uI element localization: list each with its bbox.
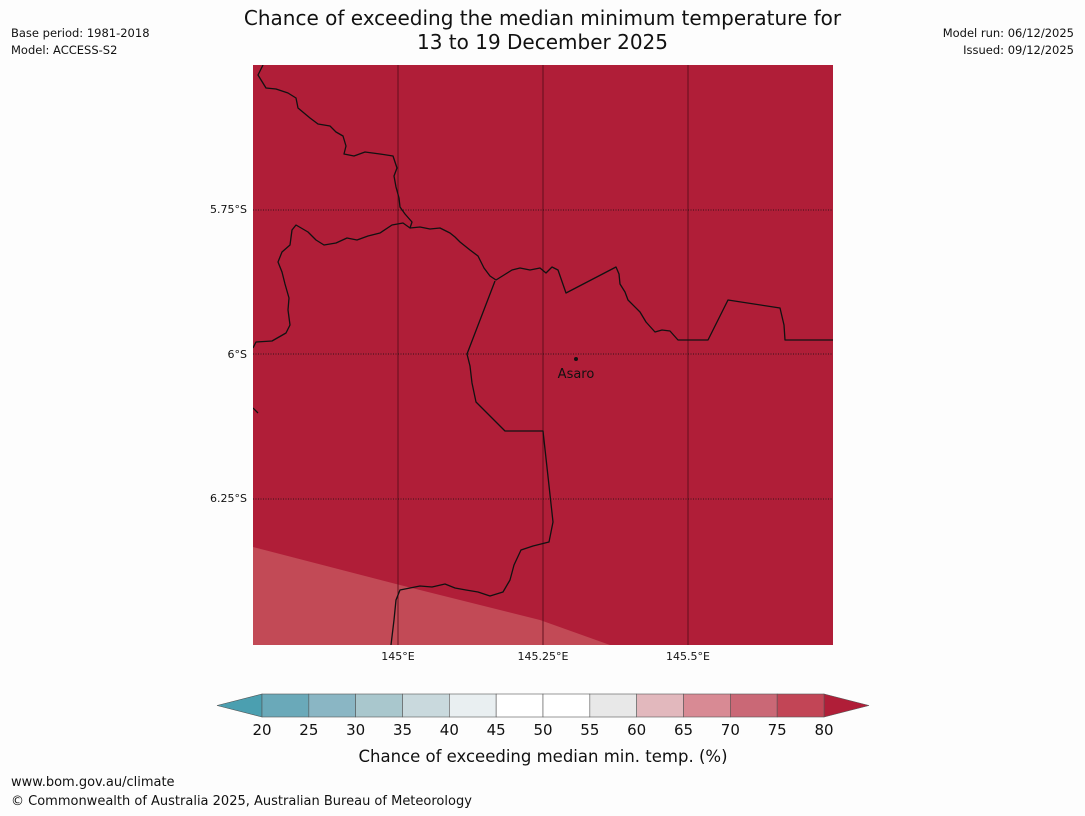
colorbar-bin-70-75 [730,693,778,718]
colorbar-tick-35: 35 [393,721,412,739]
colorbar-tick-45: 45 [487,721,506,739]
colorbar-bin-75-80 [776,693,825,718]
issued-date: Issued: 09/12/2025 [963,43,1074,57]
lat-label-5-75: 5.75°S [210,203,247,216]
colorbar-tick-40: 40 [440,721,459,739]
run-info: Model run: 06/12/2025 Issued: 09/12/2025 [943,25,1074,59]
asaro-label: Asaro [558,367,595,382]
colorbar-legend: 20 25 30 35 40 45 50 55 60 65 70 75 80 Chance of exc… [216,693,870,766]
colorbar-over-arrow [823,693,870,718]
footer-copyright: © Commonwealth of Australia 2025, Austra… [11,794,472,809]
colorbar-title: Chance of exceeding median min. temp. (%… [358,747,727,766]
border-east [409,226,833,341]
colorbar-bin-35-40 [402,693,450,718]
colorbar-tick-25: 25 [299,721,318,739]
title-line-2: 13 to 19 December 2025 [416,30,668,54]
border-west-stub [253,407,259,414]
lon-label-145-5: 145.5°E [666,650,710,663]
border-north [253,65,413,349]
colorbar-under-arrow [216,693,263,718]
colorbar-bin-25-30 [308,693,356,718]
chart-title: Chance of exceeding the median minimum t… [200,6,885,54]
colorbar-tick-55: 55 [580,721,599,739]
lat-label-6-25: 6.25°S [210,492,247,505]
colorbar-tick-30: 30 [346,721,365,739]
colorbar-tick-70: 70 [721,721,740,739]
colorbar-bin-65-70 [683,693,731,718]
model-name: Model: ACCESS-S2 [11,43,118,57]
colorbar-tick-50: 50 [533,721,552,739]
model-run-date: Model run: 06/12/2025 [942,26,1074,40]
border-central [390,280,554,645]
lower-probability-band [253,547,610,645]
colorbar-tick-80: 80 [814,721,833,739]
lon-label-145: 145°E [381,650,414,663]
colorbar-bin-60-65 [636,693,684,718]
colorbar-tick-20: 20 [252,721,271,739]
footer-url: www.bom.gov.au/climate [11,775,175,790]
colorbar-bin-55-60 [589,693,637,718]
model-info: Base period: 1981-2018 Model: ACCESS-S2 [11,25,150,59]
colorbar-bin-45-50 [495,693,544,718]
lon-tick-labels: 145°E 145.25°E 145.5°E [381,650,710,663]
colorbar-tick-65: 65 [674,721,693,739]
colorbar-bin-40-45 [449,693,497,718]
lat-label-6: 6°S [228,348,247,361]
colorbar-bin-30-35 [355,693,403,718]
lon-label-145-25: 145.25°E [518,650,569,663]
title-line-1: Chance of exceeding the median minimum t… [243,6,842,30]
province-borders [253,65,833,645]
map-area: Asaro [253,65,833,645]
asaro-marker [574,357,578,361]
base-period: Base period: 1981-2018 [11,26,150,40]
colorbar-tick-60: 60 [627,721,646,739]
colorbar-tick-75: 75 [768,721,787,739]
colorbar-bin-50-55 [542,693,591,718]
lat-tick-labels: 5.75°S 6°S 6.25°S [210,203,247,505]
colorbar-bin-20-25 [261,693,310,718]
